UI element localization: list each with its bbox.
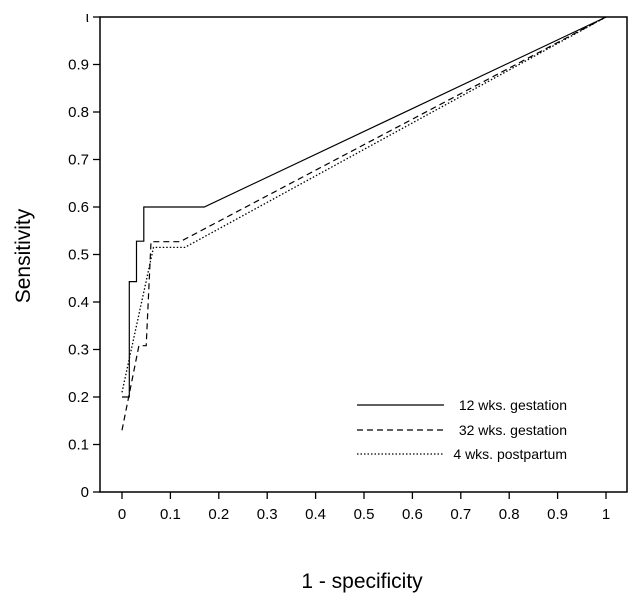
plot-area	[99, 16, 628, 493]
x-tick-label: 0.3	[257, 506, 278, 523]
x-tick-label: 0.5	[354, 506, 375, 523]
series-line-2	[121, 16, 607, 431]
series-group	[121, 16, 607, 431]
legend-label-2: 32 wks. gestation	[459, 422, 567, 438]
x-tick-label: 1	[602, 506, 610, 523]
x-axis-title: 1 - specificity	[301, 570, 423, 593]
y-tick-label: 0.2	[68, 389, 89, 406]
x-axis: 0 0.1 0.2 0.3 0.4 0.5 0.6 0.7 0.8 0.9 1	[118, 492, 610, 523]
y-tick-label: 0.3	[68, 342, 89, 359]
x-tick-label: 0.8	[499, 506, 520, 523]
y-tick-label: 0.9	[68, 57, 89, 74]
legend: 12 wks. gestation 32 wks. gestation 4 wks.…	[357, 397, 567, 462]
x-tick-label: 0.7	[450, 506, 471, 523]
x-tick-label: 0.9	[547, 506, 568, 523]
y-tick-label: 0.8	[68, 104, 89, 121]
x-tick-label: 0.6	[402, 506, 423, 523]
series-line-1	[122, 16, 607, 398]
y-tick-label: 0.5	[68, 247, 89, 264]
y-tick-label: ι	[86, 9, 89, 26]
x-tick-label: 0.1	[160, 506, 181, 523]
y-tick-label: 0.1	[68, 437, 89, 454]
y-tick-label: 0	[81, 484, 89, 501]
y-tick-label: 0.6	[68, 199, 89, 216]
legend-label-3: 4 wks. postpartum	[453, 446, 567, 462]
y-axis: 0 0.1 0.2 0.3 0.4 0.5 0.6 0.7 0.8 0.9 ι	[68, 9, 100, 501]
series-line-3	[121, 16, 607, 393]
legend-label-1: 12 wks. gestation	[459, 397, 567, 413]
x-tick-label: 0.4	[305, 506, 326, 523]
y-tick-label: 0.7	[68, 152, 89, 169]
y-axis-title: Sensitivity	[12, 208, 35, 303]
x-tick-label: 0	[118, 506, 126, 523]
x-tick-label: 0.2	[208, 506, 229, 523]
y-tick-label: 0.4	[68, 294, 89, 311]
plot-frame	[99, 16, 628, 493]
